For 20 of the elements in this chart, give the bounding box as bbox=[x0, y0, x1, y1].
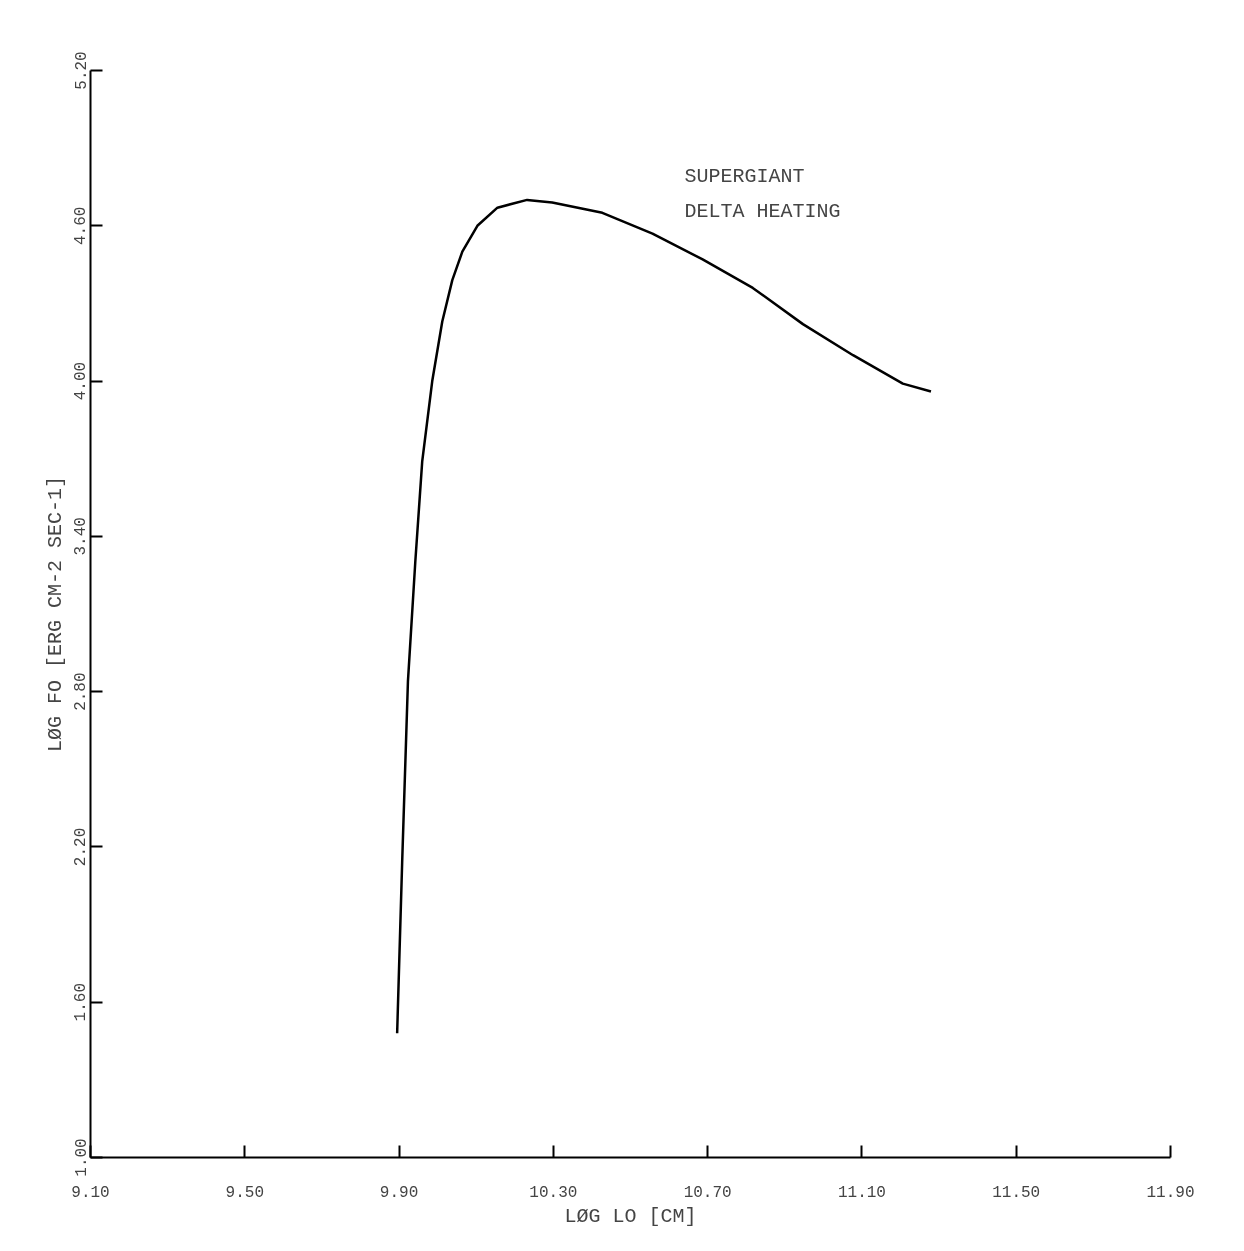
x-tick-label: 10.70 bbox=[683, 1183, 732, 1202]
y-tick-label: 3.40 bbox=[72, 517, 91, 556]
y-tick-label: 4.00 bbox=[72, 361, 91, 401]
x-tick-label: 11.90 bbox=[1146, 1183, 1195, 1202]
x-tick-label: 10.30 bbox=[529, 1183, 578, 1202]
line-series bbox=[395, 198, 933, 1035]
annotation: SUPERGIANT DELTA HEATING bbox=[684, 165, 841, 223]
y-tick-label: 4.60 bbox=[72, 206, 91, 245]
y-axis-title: LØG FO [ERG CM-2 SEC-1] bbox=[43, 475, 67, 753]
y-tick-label: 2.20 bbox=[72, 827, 91, 867]
x-tick-label: 11.10 bbox=[837, 1183, 886, 1202]
x-axis-title: LØG LO [CM] bbox=[564, 1204, 697, 1228]
x-tick-label: 9.10 bbox=[71, 1183, 110, 1202]
y-tick-label: 5.20 bbox=[72, 51, 91, 90]
y-tick-label: 1.00 bbox=[72, 1138, 91, 1177]
y-tick-label: 1.60 bbox=[72, 983, 91, 1022]
y-tick-label: 2.80 bbox=[72, 672, 91, 711]
x-tick-label: 9.50 bbox=[225, 1183, 264, 1202]
x-tick-label: 11.50 bbox=[992, 1183, 1041, 1202]
x-tick-label: 9.90 bbox=[379, 1183, 419, 1202]
